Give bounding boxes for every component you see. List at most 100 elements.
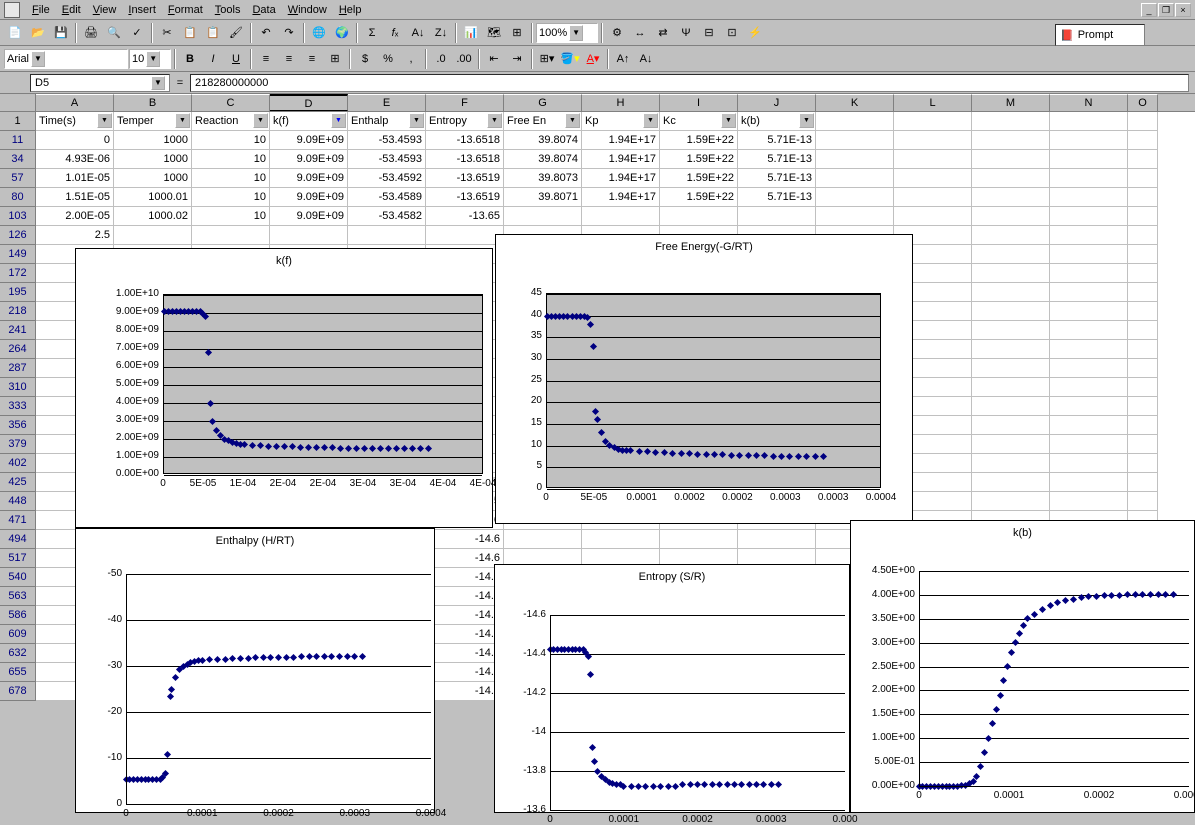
chart-kb[interactable]: k(b)0.00E+005.00E-011.00E+001.50E+002.00… (850, 520, 1195, 813)
row-header[interactable]: 34 (0, 150, 36, 169)
cell[interactable]: 1.59E+22 (660, 169, 738, 188)
cell[interactable]: -13.6519 (426, 169, 504, 188)
row-header[interactable]: 609 (0, 625, 36, 644)
cell[interactable] (1050, 302, 1128, 321)
cell[interactable]: -14.6 (426, 625, 504, 644)
cell[interactable]: 10 (192, 169, 270, 188)
row-header[interactable]: 218 (0, 302, 36, 321)
align-left-icon[interactable]: ≡ (255, 48, 277, 70)
zoom-combo[interactable]: 100%▼ (536, 23, 598, 43)
cell[interactable] (1050, 473, 1128, 492)
cell[interactable]: 1.94E+17 (582, 131, 660, 150)
cell[interactable] (1128, 188, 1158, 207)
cell[interactable] (894, 169, 972, 188)
inc-indent-icon[interactable]: ⇥ (506, 48, 528, 70)
cell[interactable]: Kp▼ (582, 112, 660, 131)
filter-icon[interactable]: ▼ (97, 113, 112, 128)
row-header[interactable]: 11 (0, 131, 36, 150)
cell[interactable]: 5.71E-13 (738, 188, 816, 207)
filter-icon[interactable]: ▼ (643, 113, 658, 128)
cell[interactable]: -14.6 (426, 682, 504, 701)
cell[interactable]: -14.6 (426, 606, 504, 625)
cell[interactable] (1128, 435, 1158, 454)
col-header-E[interactable]: E (348, 94, 426, 111)
cell[interactable] (660, 530, 738, 549)
col-header-D[interactable]: D (270, 94, 348, 111)
chart-kf[interactable]: k(f)0.00E+001.00E+092.00E+093.00E+094.00… (75, 248, 493, 528)
cell[interactable] (1050, 416, 1128, 435)
row-header[interactable]: 586 (0, 606, 36, 625)
filter-icon[interactable]: ▼ (799, 113, 814, 128)
cell[interactable]: 1000 (114, 150, 192, 169)
cell[interactable] (1050, 169, 1128, 188)
menu-data[interactable]: Data (246, 2, 281, 18)
align-right-icon[interactable]: ≡ (301, 48, 323, 70)
autosum-icon[interactable]: Σ (361, 22, 383, 44)
web-icon[interactable]: 🌍 (331, 22, 353, 44)
row-header[interactable]: 517 (0, 549, 36, 568)
col-header-J[interactable]: J (738, 94, 816, 111)
preview-icon[interactable]: 🔍 (103, 22, 125, 44)
cut-icon[interactable]: ✂ (156, 22, 178, 44)
cell[interactable] (1050, 359, 1128, 378)
currency-icon[interactable]: $ (354, 48, 376, 70)
cell[interactable]: -14.6 (426, 549, 504, 568)
filter-icon[interactable]: ▼ (331, 113, 346, 128)
row-header[interactable]: 126 (0, 226, 36, 245)
cell[interactable] (270, 226, 348, 245)
row-header[interactable]: 655 (0, 663, 36, 682)
cell[interactable] (972, 359, 1050, 378)
sort-asc-icon[interactable]: A↓ (407, 22, 429, 44)
merge-icon[interactable]: ⊞ (324, 48, 346, 70)
col-header-G[interactable]: G (504, 94, 582, 111)
menu-insert[interactable]: Insert (122, 2, 162, 18)
cell[interactable]: 39.8071 (504, 188, 582, 207)
cell[interactable] (1128, 112, 1158, 131)
cell[interactable]: 1000 (114, 131, 192, 150)
cell[interactable] (1050, 397, 1128, 416)
col-header-A[interactable]: A (36, 94, 114, 111)
menu-view[interactable]: View (87, 2, 123, 18)
tool6-icon[interactable]: ⊡ (721, 22, 743, 44)
cell[interactable]: 2.00E-05 (36, 207, 114, 226)
select-all-corner[interactable] (0, 94, 36, 111)
open-icon[interactable]: 📂 (27, 22, 49, 44)
cell[interactable] (738, 530, 816, 549)
tool3-icon[interactable]: ⇄ (652, 22, 674, 44)
cell[interactable] (660, 207, 738, 226)
cell[interactable] (192, 226, 270, 245)
row-header[interactable]: 287 (0, 359, 36, 378)
cell[interactable]: 9.09E+09 (270, 131, 348, 150)
menu-help[interactable]: Help (333, 2, 368, 18)
cell[interactable] (1128, 492, 1158, 511)
cell[interactable] (972, 112, 1050, 131)
cell[interactable]: 2.5 (36, 226, 114, 245)
new-icon[interactable]: 📄 (4, 22, 26, 44)
cell[interactable] (972, 245, 1050, 264)
paste-icon[interactable]: 📋 (202, 22, 224, 44)
cell[interactable]: 1000.02 (114, 207, 192, 226)
cell[interactable]: -53.4593 (348, 131, 426, 150)
row-header[interactable]: 333 (0, 397, 36, 416)
filter-icon[interactable]: ▼ (565, 113, 580, 128)
cell[interactable] (114, 226, 192, 245)
row-header[interactable]: 678 (0, 682, 36, 701)
cell[interactable]: 0 (36, 131, 114, 150)
cell[interactable]: 1.59E+22 (660, 188, 738, 207)
col-header-K[interactable]: K (816, 94, 894, 111)
chart-free_energy[interactable]: Free Energy(-G/RT)05101520253035404505E-… (495, 234, 913, 524)
cell[interactable] (972, 416, 1050, 435)
cell[interactable]: Free En▼ (504, 112, 582, 131)
cell[interactable]: 1.94E+17 (582, 188, 660, 207)
cell[interactable] (348, 226, 426, 245)
cell[interactable]: 9.09E+09 (270, 150, 348, 169)
cell[interactable] (1128, 454, 1158, 473)
cell[interactable]: 9.09E+09 (270, 169, 348, 188)
row-header[interactable]: 540 (0, 568, 36, 587)
cell[interactable] (1128, 245, 1158, 264)
row-header[interactable]: 57 (0, 169, 36, 188)
font-color-icon[interactable]: A▾ (582, 48, 604, 70)
cell[interactable] (1128, 207, 1158, 226)
row-header[interactable]: 402 (0, 454, 36, 473)
cell[interactable] (972, 150, 1050, 169)
